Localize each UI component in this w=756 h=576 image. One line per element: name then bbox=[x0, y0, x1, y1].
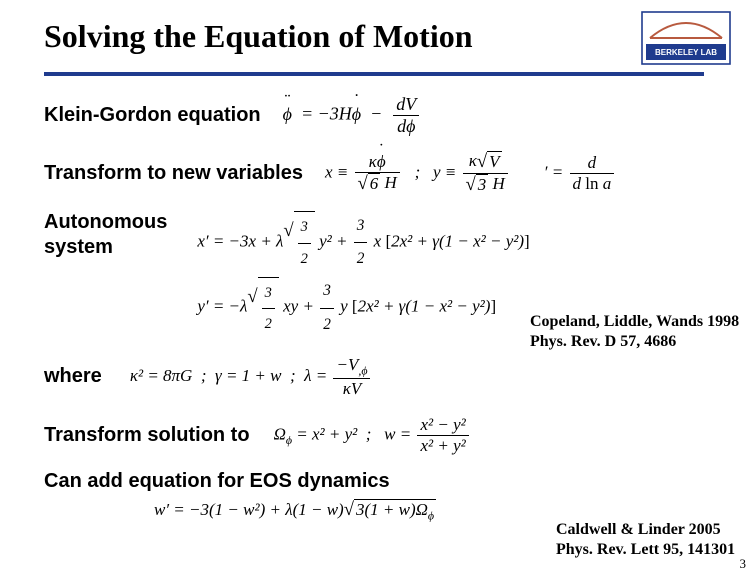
label-klein-gordon: Klein-Gordon equation bbox=[44, 104, 261, 127]
row-eos-label: Can add equation for EOS dynamics bbox=[44, 470, 732, 493]
row-new-vars: Transform to new variables x ≡ κ˙ϕ√6 H ;… bbox=[44, 151, 732, 196]
label-solution: Transform solution to bbox=[44, 424, 250, 447]
slide-title: Solving the Equation of Motion bbox=[44, 18, 473, 55]
eq-autonomous: x′ = −3x + λ√32 y² + 32 x [2x² + γ(1 − x… bbox=[197, 210, 529, 340]
row-where: where κ² = 8πG ; γ = 1 + w ; λ = −V,ϕκV bbox=[44, 355, 732, 399]
eq-wprime: w′ = −3(1 − w²) + λ(1 − w)√3(1 + w)Ωϕ bbox=[154, 499, 436, 523]
label-auto-l2: system bbox=[44, 236, 113, 258]
logo-text: BERKELEY LAB bbox=[655, 48, 717, 57]
label-eos: Can add equation for EOS dynamics bbox=[44, 470, 390, 493]
eq-where: κ² = 8πG ; γ = 1 + w ; λ = −V,ϕκV bbox=[130, 355, 373, 399]
title-row: Solving the Equation of Motion BERKELEY … bbox=[44, 8, 732, 66]
label-auto-l1: Autonomous bbox=[44, 211, 167, 233]
berkeley-lab-logo: BERKELEY LAB bbox=[640, 10, 732, 66]
label-new-vars: Transform to new variables bbox=[44, 162, 303, 185]
label-where: where bbox=[44, 365, 102, 388]
citation-copeland: Copeland, Liddle, Wands 1998 Phys. Rev. … bbox=[530, 312, 739, 352]
cite1-l1: Copeland, Liddle, Wands 1998 bbox=[530, 313, 739, 330]
cite1-l2: Phys. Rev. D 57, 4686 bbox=[530, 333, 676, 350]
eq-klein-gordon: ¨ϕ = −3H˙ϕ − dVdϕ bbox=[283, 94, 422, 137]
row-solution: Transform solution to Ωϕ = x² + y² ; w =… bbox=[44, 415, 732, 456]
title-rule bbox=[44, 72, 704, 76]
cite2-l1: Caldwell & Linder 2005 bbox=[556, 521, 721, 538]
slide: Solving the Equation of Motion BERKELEY … bbox=[0, 0, 756, 576]
cite2-l2: Phys. Rev. Lett 95, 141301 bbox=[556, 541, 735, 558]
row-klein-gordon: Klein-Gordon equation ¨ϕ = −3H˙ϕ − dVdϕ bbox=[44, 94, 732, 137]
eq-x-def: x ≡ κ˙ϕ√6 H ; y ≡ κ√V√3 H ′ = dd ln a bbox=[325, 151, 616, 196]
page-number: 3 bbox=[740, 556, 747, 572]
eq-solution: Ωϕ = x² + y² ; w = x² − y²x² + y² bbox=[274, 415, 471, 456]
label-autonomous: Autonomous system bbox=[44, 210, 167, 260]
citation-caldwell: Caldwell & Linder 2005 Phys. Rev. Lett 9… bbox=[556, 520, 735, 560]
